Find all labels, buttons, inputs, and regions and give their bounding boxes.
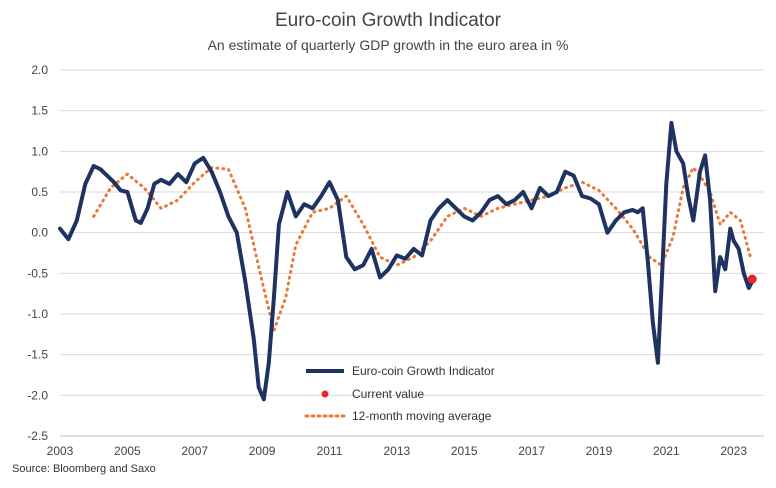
x-tick-label: 2003	[47, 444, 74, 458]
y-axis: 2.0 1.5 1.0 0.5 0.0 -0.5 -1.0 -1.5 -2.0 -2.5	[27, 63, 48, 443]
x-tick-label: 2009	[249, 444, 276, 458]
legend-label-indicator: Euro-coin Growth Indicator	[352, 364, 495, 378]
chart-title: Euro-coin Growth Indicator	[275, 10, 501, 31]
indicator-series	[58, 120, 755, 402]
y-tick-label: 0.0	[31, 226, 48, 240]
current-value-series	[747, 274, 757, 284]
legend-label-moving-average: 12-month moving average	[352, 409, 492, 423]
legend-label-current: Current value	[352, 387, 424, 401]
y-tick-label: -2.0	[27, 388, 48, 402]
x-tick-label: 2021	[653, 444, 680, 458]
x-tick-label: 2005	[114, 444, 141, 458]
x-tick-label: 2013	[383, 444, 410, 458]
current-value-point	[747, 274, 757, 284]
x-tick-label: 2017	[518, 444, 545, 458]
x-axis: 2003 2005 2007 2009 2011 2013 2015 2017 2019 2021…	[47, 435, 764, 458]
chart-subtitle: An estimate of quarterly GDP growth in t…	[207, 37, 569, 53]
y-tick-label: -2.5	[27, 429, 48, 443]
x-tick-label: 2015	[451, 444, 478, 458]
y-tick-label: -0.5	[27, 266, 48, 280]
x-tick-label: 2023	[720, 444, 747, 458]
moving-average-series	[92, 166, 752, 332]
x-tick-label: 2019	[586, 444, 613, 458]
legend-swatch-current	[321, 390, 329, 398]
y-tick-label: 1.5	[31, 104, 48, 118]
legend: Euro-coin Growth Indicator Current value…	[304, 364, 495, 423]
gridlines	[60, 69, 764, 396]
source-note: Source: Bloomberg and Saxo	[12, 463, 156, 475]
y-tick-label: 2.0	[31, 63, 48, 77]
y-tick-label: 0.5	[31, 185, 48, 199]
indicator-line	[58, 120, 755, 402]
x-tick-label: 2011	[317, 444, 343, 458]
x-tick-label: 2007	[181, 444, 208, 458]
y-tick-label: -1.5	[27, 348, 48, 362]
moving-average-line	[92, 166, 752, 332]
y-tick-label: -1.0	[27, 307, 48, 321]
y-tick-label: 1.0	[31, 144, 48, 158]
